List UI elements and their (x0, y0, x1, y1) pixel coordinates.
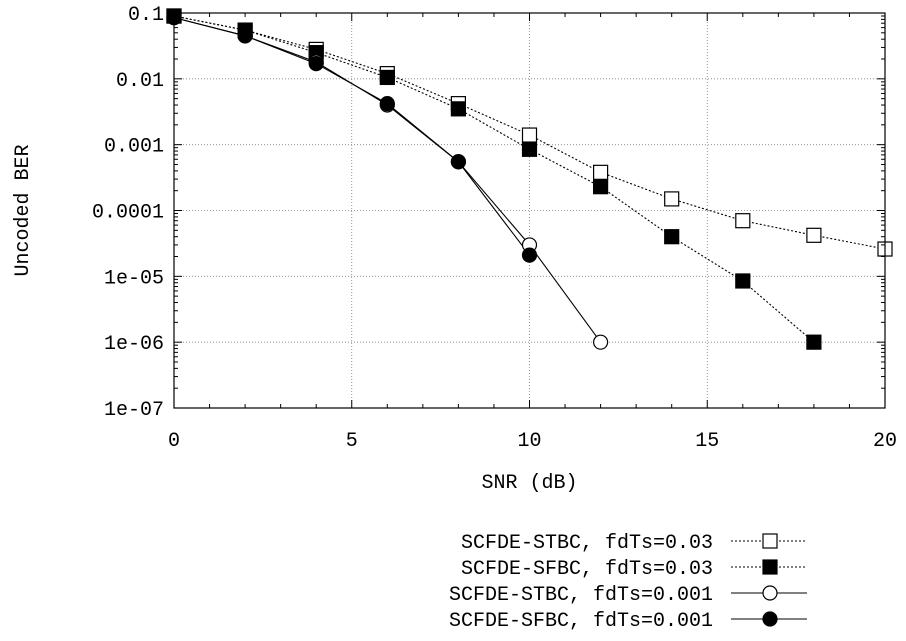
series-1-point (735, 213, 751, 229)
series-2-point (592, 179, 609, 195)
series-line-4 (173, 17, 530, 256)
legend-label: SCFDE-STBC, fdTs=0.001 (449, 584, 713, 607)
y-tick-label: 1e-06 (104, 333, 164, 356)
axis-ticks: 0 5 10 15 20 0.1 0.01 0.001 0.0001 1e-05 1e-06 1e-0… (92, 4, 897, 453)
series-1-point (521, 127, 538, 143)
x-tick-label: 5 (346, 430, 358, 453)
grid (174, 13, 885, 408)
series-line-2 (173, 15, 815, 343)
series-3-point (592, 334, 609, 350)
series-2-point (735, 273, 751, 289)
series-2-point (806, 334, 822, 350)
series-2-point (664, 229, 680, 245)
series-1-point (806, 227, 822, 243)
legend-label: SCFDE-SFBC, fdTs=0.001 (449, 610, 713, 633)
legend-marker (762, 559, 778, 575)
series-4-point (308, 56, 324, 72)
series-2-point (521, 141, 538, 157)
y-tick-label: 0.01 (116, 70, 164, 93)
x-tick-label: 0 (168, 430, 180, 453)
x-tick-label: 15 (695, 430, 719, 453)
series-2-point (450, 101, 466, 117)
legend-marker (762, 611, 778, 627)
series-1-point (592, 164, 609, 180)
x-axis-title: SNR (dB) (481, 472, 577, 495)
legend: SCFDE-STBC, fdTs=0.03 SCFDE-SFBC, fdTs=0.… (449, 532, 807, 633)
legend-marker (762, 533, 778, 549)
y-tick-label: 0.0001 (92, 202, 164, 225)
series-4-point (521, 247, 538, 263)
legend-label: SCFDE-STBC, fdTs=0.03 (461, 532, 713, 555)
series-1-point (664, 191, 680, 207)
y-tick-label: 1e-07 (104, 399, 164, 422)
x-tick-label: 10 (517, 430, 541, 453)
series-4-point (450, 154, 466, 170)
y-axis-title: Uncoded BER (12, 144, 35, 276)
x-tick-label: 20 (873, 430, 897, 453)
legend-label: SCFDE-SFBC, fdTs=0.03 (461, 558, 713, 581)
y-tick-label: 0.1 (128, 4, 164, 27)
legend-marker (762, 585, 778, 601)
plot-frame (173, 12, 886, 409)
series-4-point (237, 28, 253, 44)
y-tick-label: 1e-05 (104, 267, 164, 290)
series-2-point (379, 69, 395, 86)
y-tick-label: 0.001 (104, 136, 164, 159)
series-4-point (379, 96, 395, 112)
